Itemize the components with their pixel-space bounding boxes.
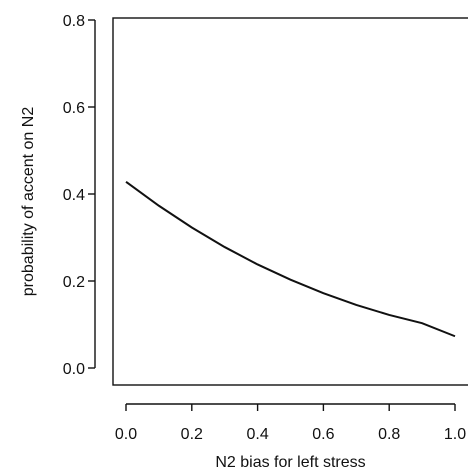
series-group — [125, 181, 456, 338]
x-tick-label: 0.2 — [181, 426, 203, 443]
x-tick-label: 1.0 — [444, 426, 466, 443]
y-axis: 0.0 0.2 0.4 0.6 0.8 — [63, 13, 96, 378]
plot-frame-group — [112, 17, 468, 386]
x-tick-label: 0.6 — [312, 426, 334, 443]
x-tick-label: 0.4 — [246, 426, 268, 443]
y-tick-label: 0.4 — [63, 187, 85, 204]
y-axis-title: probability of accent on N2 — [20, 107, 37, 297]
y-tick-label: 0.0 — [63, 361, 85, 378]
x-axis: 0.0 0.2 0.4 0.6 0.8 1.0 — [115, 403, 466, 443]
series-line — [125, 181, 456, 338]
plot-frame — [112, 17, 468, 386]
y-tick-label: 0.8 — [63, 13, 85, 30]
y-tick-label: 0.6 — [63, 100, 85, 117]
x-axis-title: N2 bias for left stress — [215, 454, 365, 471]
y-tick-label: 0.2 — [63, 274, 85, 291]
x-tick-label: 0.0 — [115, 426, 137, 443]
x-tick-label: 0.8 — [378, 426, 400, 443]
